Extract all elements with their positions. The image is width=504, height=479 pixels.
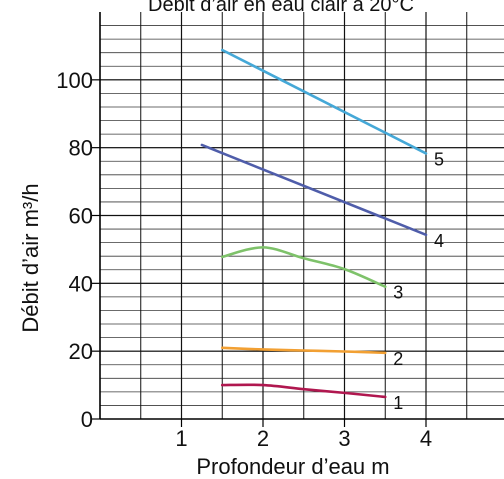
series-label-1: 1: [393, 393, 403, 413]
y-tick-label: 0: [81, 407, 93, 432]
y-tick-label: 40: [69, 271, 93, 296]
x-tick-label: 3: [338, 426, 350, 451]
x-tick-label: 4: [420, 426, 432, 451]
y-axis-title: Débit d’air m³/h: [18, 183, 43, 332]
series-line-2: [220, 346, 387, 355]
series-line-1: [220, 383, 387, 399]
series-line-3: [220, 246, 387, 289]
x-tick-label: 1: [175, 426, 187, 451]
chart-title: Débit d’air en eau clair à 20°C: [148, 0, 414, 16]
y-tick-label: 100: [56, 68, 93, 93]
series-label-3: 3: [393, 283, 403, 303]
series-label-2: 2: [393, 349, 403, 369]
y-tick-label: 80: [69, 136, 93, 161]
series-line-4: [200, 143, 428, 237]
y-tick-label: 20: [69, 339, 93, 364]
x-tick-label: 2: [257, 426, 269, 451]
series-label-4: 4: [434, 231, 444, 251]
series-line-5: [220, 48, 428, 155]
x-axis-title: Profondeur d’eau m: [196, 454, 389, 479]
series-label-5: 5: [434, 149, 444, 169]
y-tick-label: 60: [69, 204, 93, 229]
